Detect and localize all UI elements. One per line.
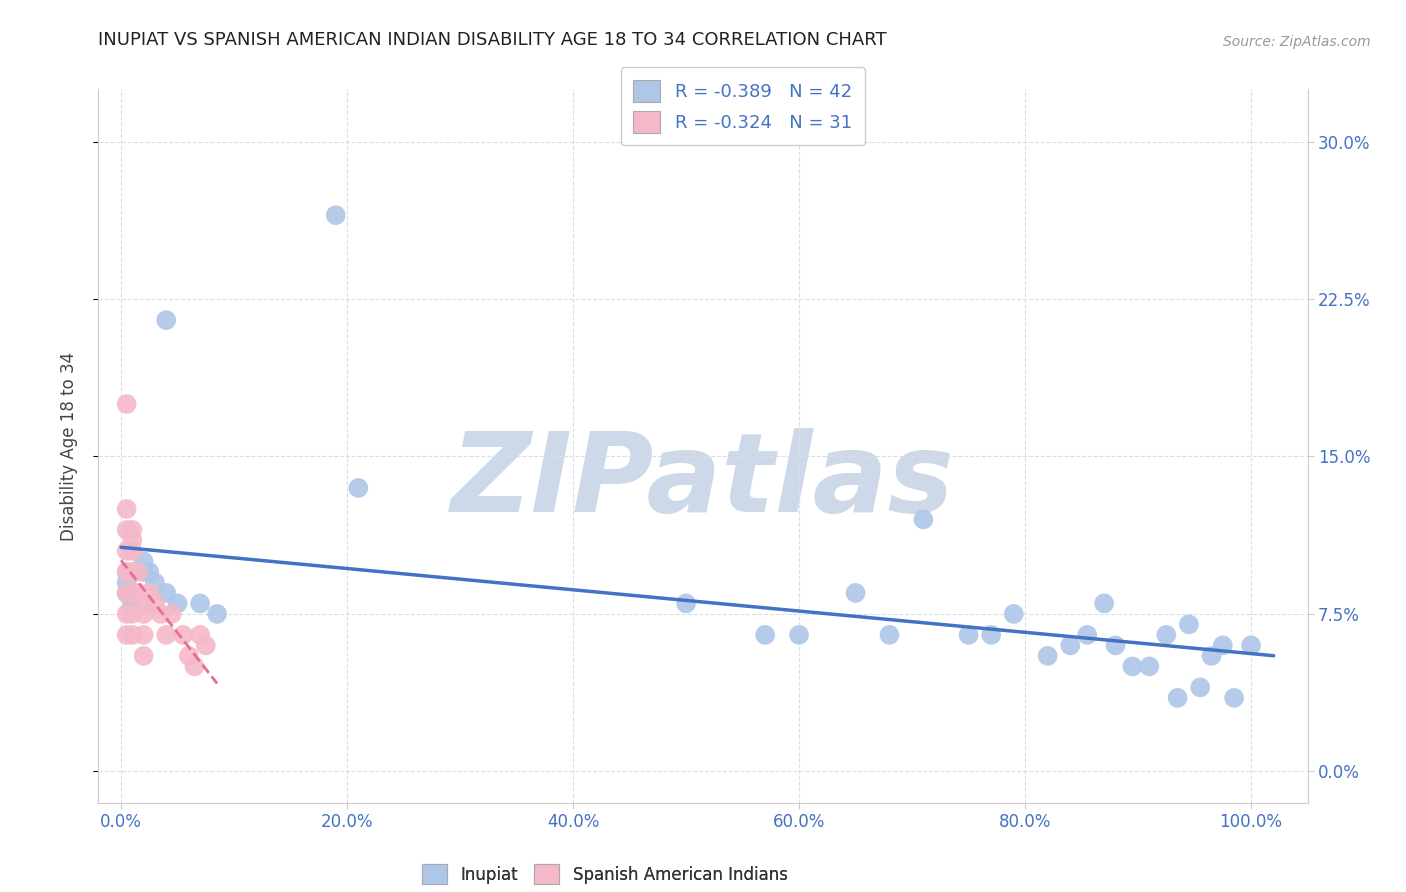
Point (1092, 596, 1115, 610)
Point (1156, 628, 1178, 642)
Point (879, 628, 901, 642)
Point (115, 544, 138, 558)
Point (115, 607, 138, 621)
Point (1137, 659, 1160, 673)
Text: Source: ZipAtlas.com: Source: ZipAtlas.com (1223, 35, 1371, 49)
Point (155, 313, 177, 327)
Point (787, 628, 810, 642)
Point (172, 628, 194, 642)
Point (132, 648, 155, 663)
Point (166, 596, 188, 610)
Point (912, 512, 935, 526)
Point (1189, 681, 1212, 695)
Point (121, 544, 143, 558)
Point (115, 565, 138, 579)
Point (1036, 648, 1059, 663)
Point (177, 648, 200, 663)
Point (132, 607, 155, 621)
Point (115, 523, 138, 537)
Point (121, 586, 143, 600)
Point (1167, 690, 1189, 705)
Point (188, 628, 211, 642)
Point (980, 628, 1002, 642)
Point (205, 607, 228, 621)
Point (143, 575, 166, 590)
Point (1121, 659, 1143, 673)
Point (138, 565, 160, 579)
Point (132, 554, 155, 568)
Point (149, 607, 172, 621)
Point (1212, 639, 1234, 653)
Legend: Inupiat, Spanish American Indians: Inupiat, Spanish American Indians (413, 855, 796, 892)
Point (115, 628, 138, 642)
Point (845, 586, 868, 600)
Point (1104, 639, 1126, 653)
Y-axis label: Disability Age 18 to 34: Disability Age 18 to 34 (59, 351, 77, 541)
Point (132, 565, 155, 579)
Point (1223, 690, 1246, 705)
Point (121, 596, 143, 610)
Point (183, 659, 205, 673)
Point (121, 586, 143, 600)
Point (1178, 617, 1201, 632)
Point (121, 533, 143, 548)
Point (127, 565, 149, 579)
Point (155, 628, 177, 642)
Point (1240, 639, 1263, 653)
Point (754, 628, 776, 642)
Point (188, 596, 211, 610)
Text: INUPIAT VS SPANISH AMERICAN INDIAN DISABILITY AGE 18 TO 34 CORRELATION CHART: INUPIAT VS SPANISH AMERICAN INDIAN DISAB… (98, 31, 887, 49)
Point (115, 586, 138, 600)
Point (121, 565, 143, 579)
Point (121, 523, 143, 537)
Point (121, 607, 143, 621)
Point (115, 586, 138, 600)
Point (675, 596, 697, 610)
Point (115, 565, 138, 579)
Point (115, 502, 138, 516)
Point (115, 575, 138, 590)
Point (143, 596, 166, 610)
Point (1201, 648, 1223, 663)
Point (957, 628, 980, 642)
Point (115, 397, 138, 411)
Text: ZIPatlas: ZIPatlas (451, 428, 955, 535)
Point (1076, 628, 1098, 642)
Point (115, 586, 138, 600)
Point (1059, 639, 1081, 653)
Point (121, 596, 143, 610)
Point (194, 639, 217, 653)
Point (121, 628, 143, 642)
Point (132, 596, 155, 610)
Point (155, 586, 177, 600)
Point (127, 586, 149, 600)
Point (160, 607, 183, 621)
Point (325, 208, 347, 222)
Point (138, 586, 160, 600)
Point (347, 481, 370, 495)
Point (1002, 607, 1025, 621)
Point (132, 628, 155, 642)
